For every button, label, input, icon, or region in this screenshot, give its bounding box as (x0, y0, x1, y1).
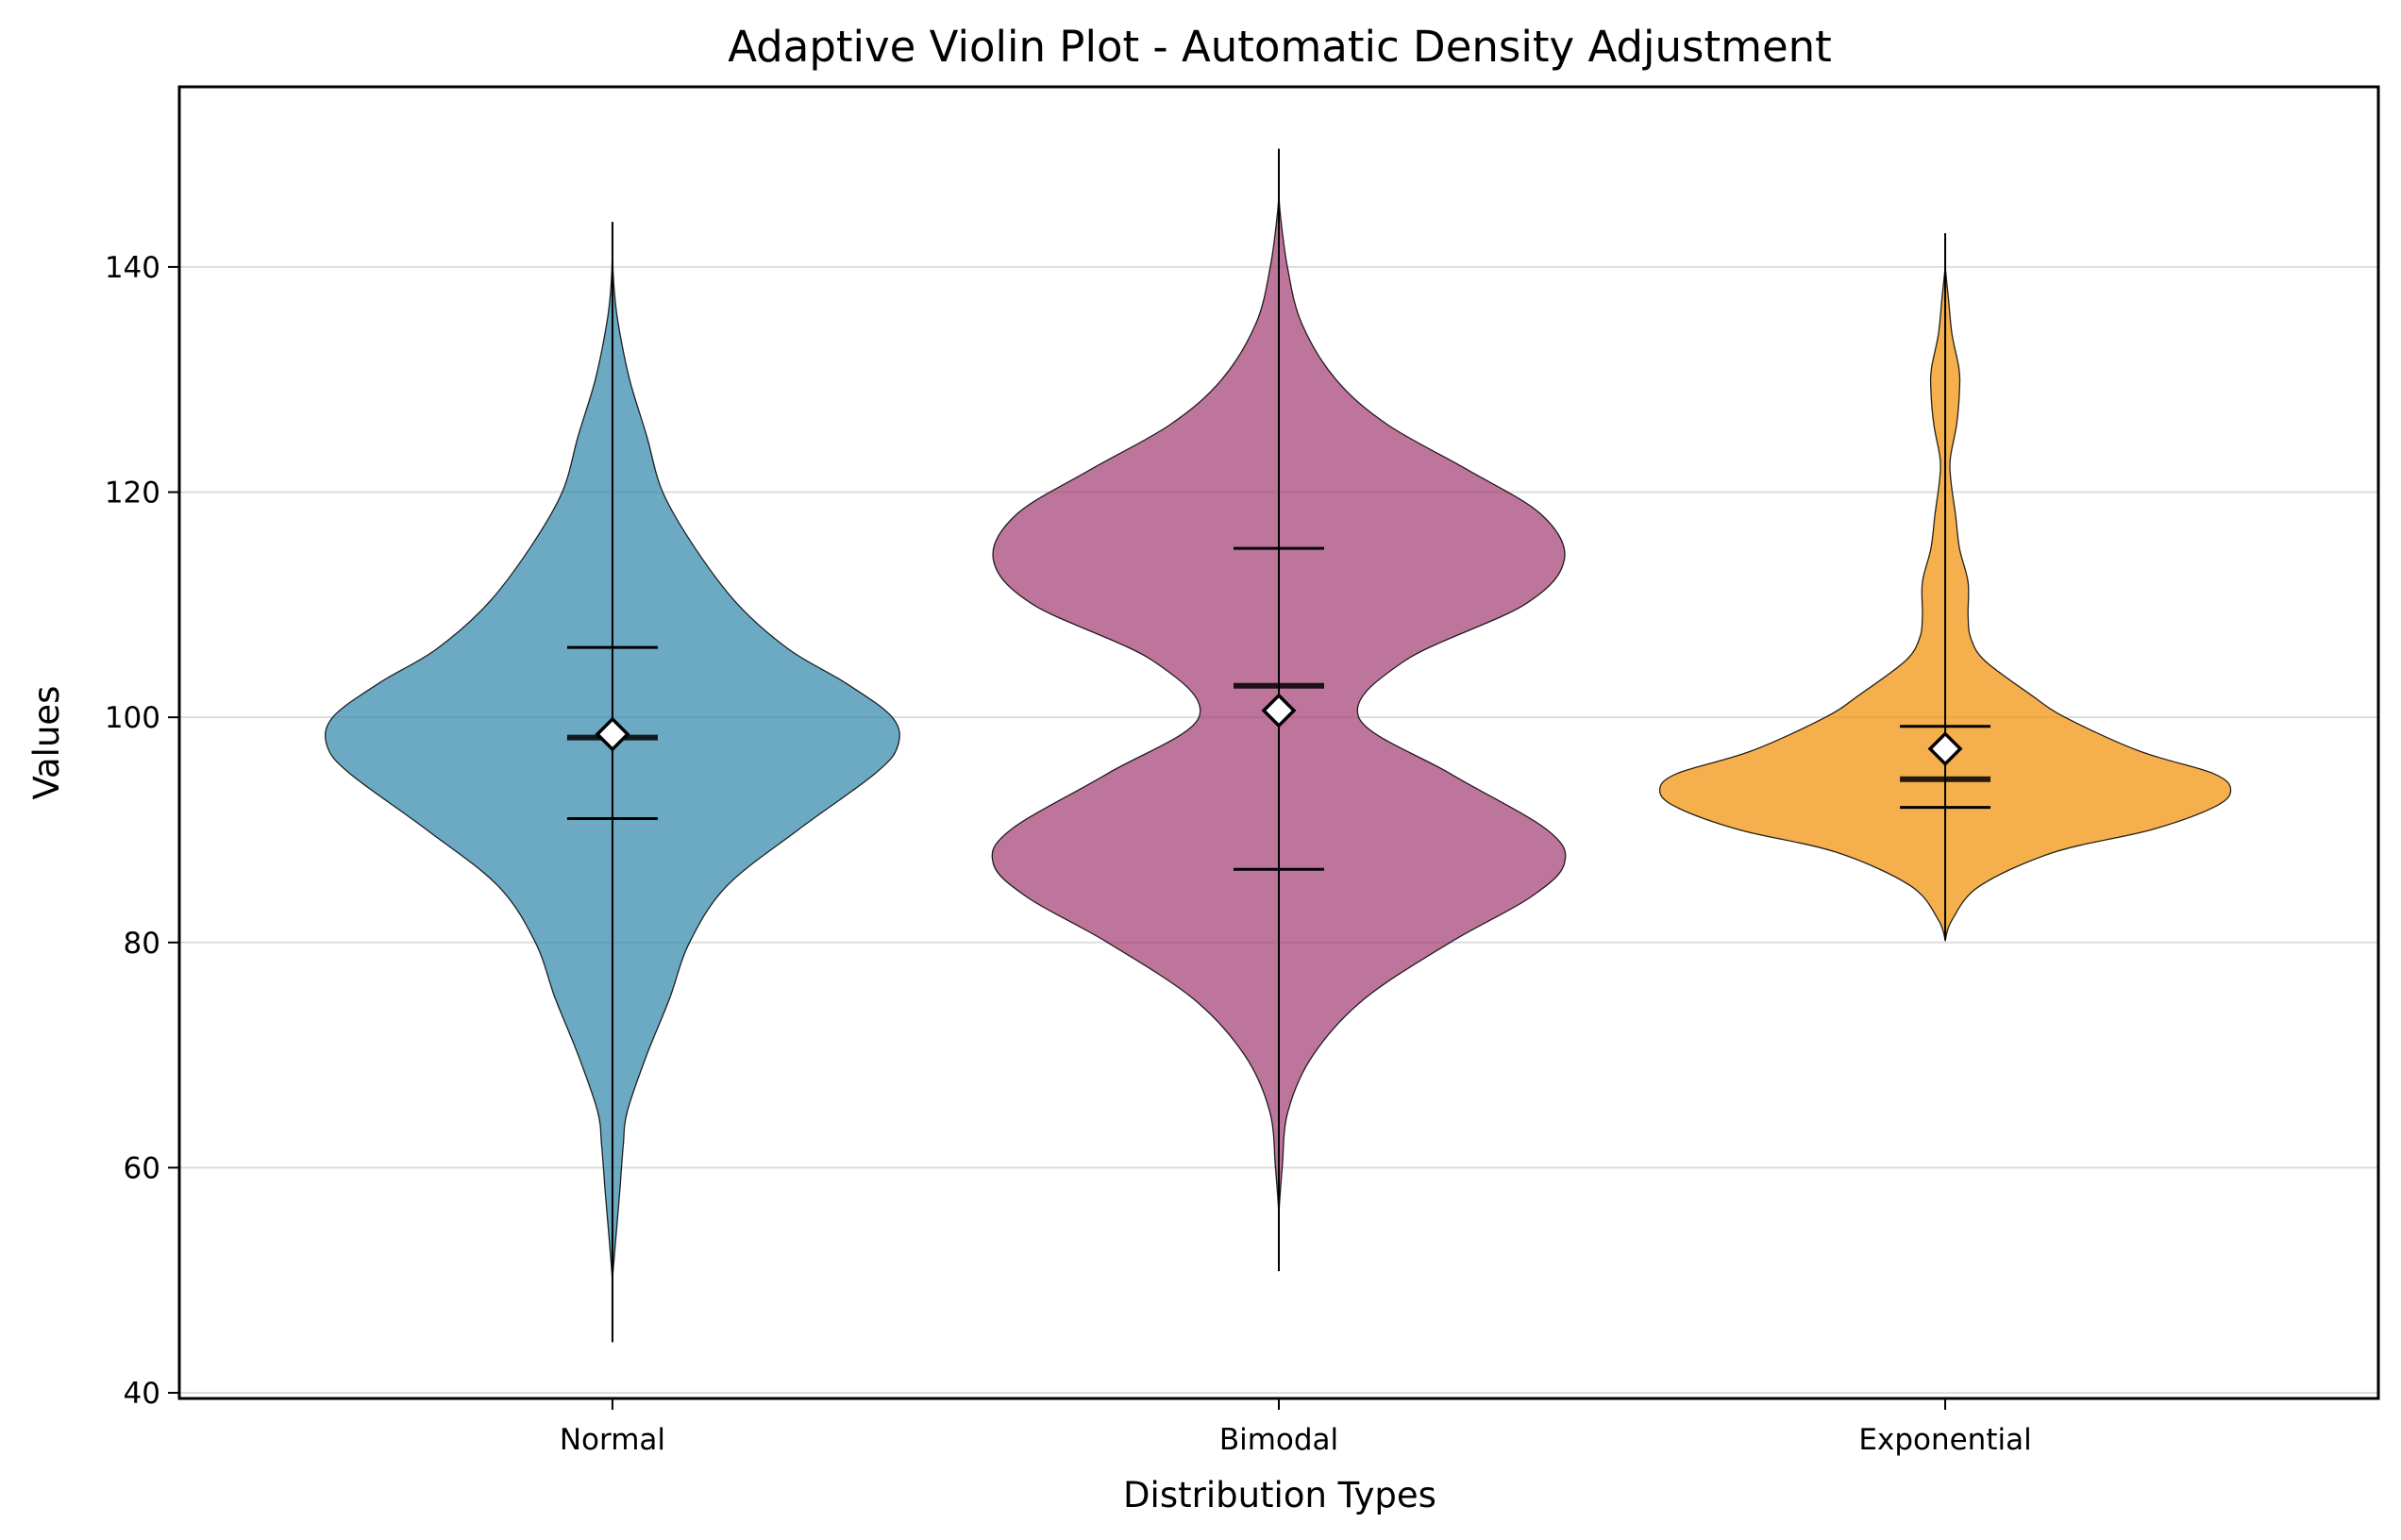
y-tick-label-140: 140 (105, 251, 160, 285)
violin-mean-marker-normal (595, 716, 630, 752)
y-tick-label-120: 120 (105, 477, 160, 511)
violin-exponential (1658, 233, 2232, 943)
y-axis-label: Values (26, 686, 67, 800)
x-tick-label-normal: Normal (560, 1423, 665, 1457)
violin-normal (324, 222, 900, 1343)
y-tick-label-80: 80 (124, 927, 160, 961)
y-axis: 40 60 80 100 120 140 (105, 251, 179, 1411)
chart-title: Adaptive Violin Plot - Automatic Density… (728, 22, 1832, 72)
violin-mean-marker-exponential (1927, 731, 1963, 767)
y-tick-label-60: 60 (124, 1151, 160, 1185)
violins (324, 148, 2232, 1343)
y-tick-label-40: 40 (124, 1377, 160, 1411)
x-axis-label: Distribution Types (1123, 1475, 1436, 1515)
violin-bimodal (991, 148, 1567, 1272)
x-tick-label-exponential: Exponential (1858, 1423, 2031, 1457)
y-tick-label-100: 100 (105, 701, 160, 735)
violin-mean-marker-bimodal (1261, 693, 1297, 728)
x-axis: Normal Bimodal Exponential (560, 1398, 2032, 1457)
x-tick-label-bimodal: Bimodal (1219, 1423, 1338, 1457)
